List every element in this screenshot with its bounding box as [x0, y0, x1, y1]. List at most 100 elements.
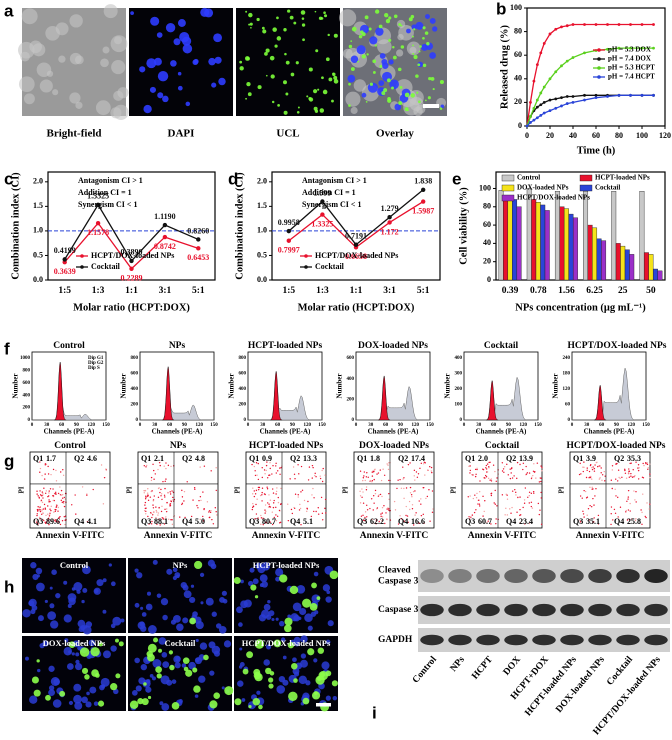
- y-tick-label: 1.5: [257, 201, 267, 210]
- event-dot: [37, 523, 39, 525]
- cell-spot: [348, 104, 351, 107]
- cell-spot: [182, 36, 192, 46]
- event-dot: [315, 510, 317, 513]
- plot-frame: [271, 171, 441, 281]
- event-dot: [476, 467, 478, 470]
- event-dot: [646, 462, 649, 464]
- protein-band: [420, 603, 444, 617]
- event-dot: [501, 494, 504, 496]
- cell-spot: [322, 89, 328, 95]
- event-dot: [579, 521, 582, 523]
- event-dot: [55, 509, 57, 511]
- cell-spot: [267, 600, 271, 604]
- data-point: [535, 116, 539, 120]
- event-dot: [536, 462, 539, 464]
- event-dot: [151, 516, 153, 519]
- event-dot: [431, 471, 433, 474]
- cell-spot: [152, 559, 158, 565]
- protein-band: [532, 634, 556, 646]
- cell-spot: [110, 645, 117, 652]
- event-dot: [379, 493, 382, 496]
- cell-spot: [172, 575, 178, 581]
- event-dot: [44, 507, 46, 509]
- event-dot: [41, 474, 43, 477]
- cell-spot: [411, 35, 414, 38]
- cell-spot: [58, 55, 66, 63]
- cell-spot: [203, 654, 209, 661]
- cell-spot: [188, 661, 196, 670]
- event-dot: [627, 489, 630, 492]
- cell-spot: [209, 700, 218, 709]
- data-point: [421, 187, 426, 192]
- event-dot: [474, 475, 477, 478]
- cell-spot: [317, 647, 325, 654]
- value-label: 0.7191: [345, 232, 367, 241]
- event-dot: [617, 496, 619, 499]
- event-dot: [271, 473, 273, 475]
- scatter-title: HCPT-loaded NPs: [249, 441, 324, 451]
- event-dot: [38, 497, 41, 499]
- event-dot: [628, 468, 630, 470]
- event-dot: [36, 490, 38, 492]
- cell-spot: [307, 648, 315, 656]
- event-dot: [503, 466, 506, 468]
- event-dot: [627, 498, 629, 500]
- histogram-title: HCPT-loaded NPs: [248, 341, 323, 351]
- x-tick-label: 120: [87, 423, 95, 428]
- event-dot: [474, 468, 477, 471]
- cell-spot: [224, 686, 234, 696]
- cell-spot: [174, 662, 181, 669]
- event-dot: [615, 478, 617, 480]
- data-point: [525, 124, 529, 128]
- event-dot: [584, 490, 587, 493]
- event-dot: [35, 519, 37, 521]
- histogram-title: DOX-loaded NPs: [358, 341, 428, 351]
- event-dot: [199, 495, 202, 498]
- event-dot: [48, 515, 51, 517]
- event-dot: [468, 518, 471, 520]
- cell-spot: [361, 92, 367, 98]
- protein-band: [560, 603, 584, 617]
- x-tick-label: 150: [426, 423, 434, 428]
- y-tick-label: 600: [239, 372, 247, 377]
- cell-spot: [327, 620, 334, 627]
- series-line: [526, 23, 654, 127]
- event-dot: [594, 464, 596, 466]
- event-dot: [482, 468, 485, 471]
- event-dot: [149, 512, 152, 514]
- data-point: [594, 93, 598, 97]
- event-dot: [583, 466, 585, 469]
- cell-spot: [258, 614, 267, 622]
- event-dot: [626, 519, 629, 521]
- cell-spot: [82, 587, 88, 593]
- event-dot: [86, 494, 88, 496]
- event-dot: [321, 469, 323, 472]
- event-dot: [272, 506, 275, 509]
- data-point: [129, 266, 134, 271]
- event-dot: [601, 479, 603, 482]
- cell-spot: [120, 618, 125, 623]
- cell-spot: [308, 67, 313, 72]
- event-dot: [611, 487, 613, 490]
- x-tick-label: 150: [210, 423, 218, 428]
- event-dot: [293, 506, 295, 509]
- cell-spot: [306, 95, 309, 98]
- cell-spot: [71, 652, 75, 656]
- event-dot: [165, 510, 168, 513]
- bar: [512, 199, 518, 281]
- histogram-curve: [248, 371, 322, 421]
- event-dot: [63, 505, 66, 508]
- event-dot: [264, 512, 266, 514]
- value-label: 1.279: [381, 204, 399, 213]
- cell-spot: [195, 638, 199, 643]
- event-dot: [400, 518, 403, 520]
- event-dot: [598, 478, 601, 480]
- event-dot: [492, 464, 495, 466]
- event-dot: [164, 480, 166, 483]
- cell-spot: [242, 668, 249, 675]
- event-dot: [39, 494, 42, 496]
- event-dot: [593, 504, 595, 506]
- event-dot: [37, 506, 39, 508]
- event-dot: [413, 469, 416, 472]
